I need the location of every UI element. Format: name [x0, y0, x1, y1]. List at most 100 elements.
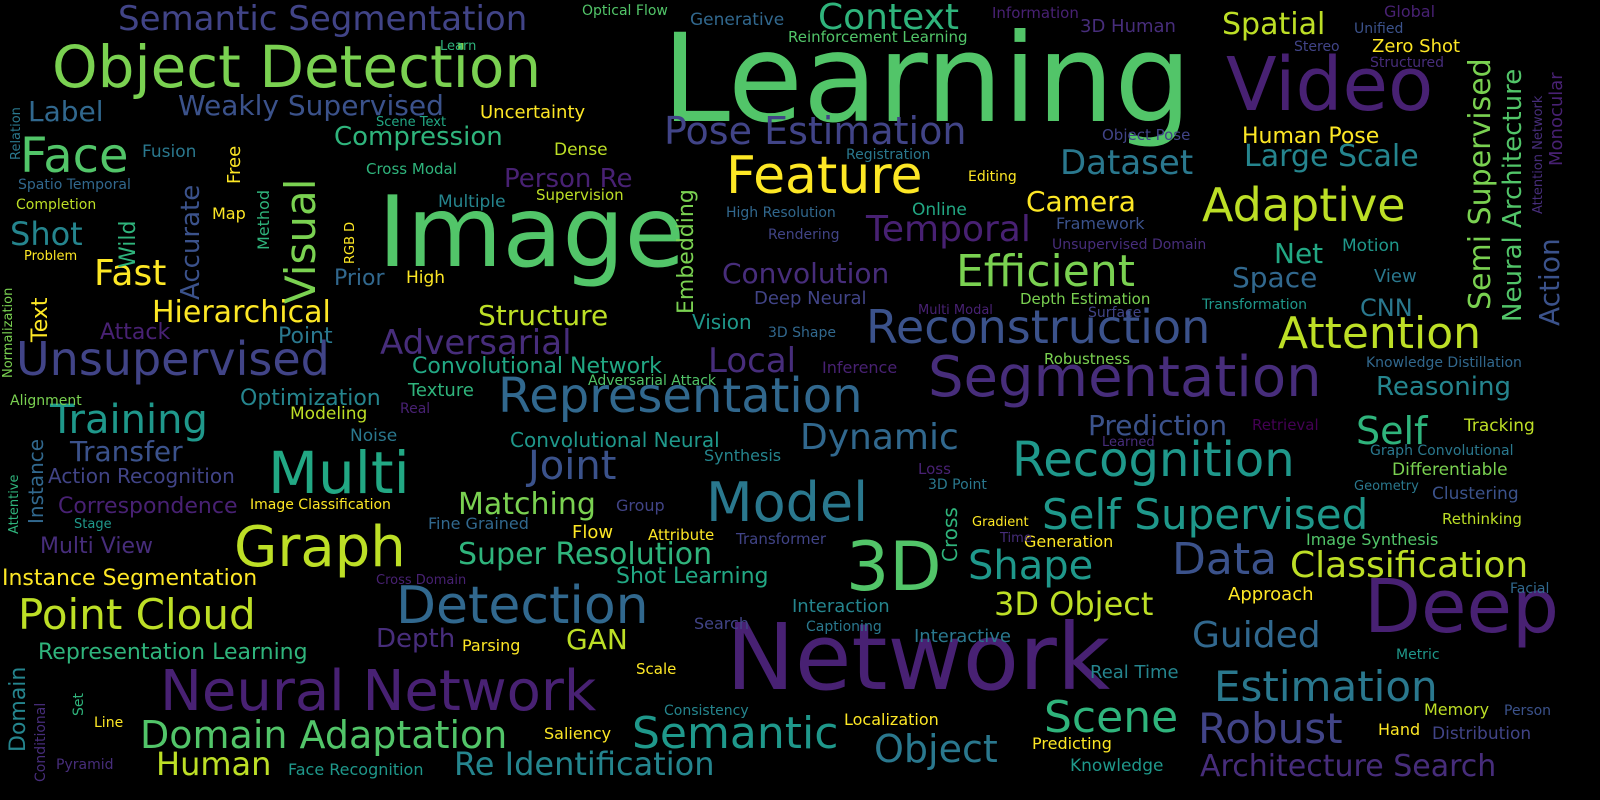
- word: High Resolution: [726, 205, 836, 221]
- word: Set: [71, 693, 87, 716]
- word: Convolutional Neural: [510, 428, 720, 452]
- word: Compression: [334, 122, 503, 152]
- word: Framework: [1056, 214, 1145, 233]
- word: Transformer: [736, 530, 827, 548]
- word: Classification: [1290, 545, 1529, 586]
- word: Unsupervised Domain: [1052, 237, 1207, 253]
- word: Shape: [968, 543, 1094, 589]
- word: 3D: [846, 528, 942, 607]
- word: Network: [726, 604, 1111, 711]
- word: Net: [1274, 237, 1324, 270]
- word: Learning: [662, 8, 1192, 150]
- word: Differentiable: [1392, 460, 1508, 480]
- word: CNN: [1360, 294, 1413, 322]
- word: Semantic Segmentation: [118, 0, 528, 39]
- word: Multi: [268, 439, 410, 507]
- word: Convolution: [722, 257, 890, 290]
- word: Line: [94, 715, 124, 731]
- word: Cross Domain: [376, 573, 467, 588]
- word: Adversarial: [380, 323, 572, 363]
- word: Fine Grained: [428, 514, 529, 533]
- word: Prior: [334, 266, 385, 291]
- word: Completion: [16, 197, 97, 213]
- word: Clustering: [1432, 484, 1519, 504]
- word: High: [406, 268, 446, 288]
- word: Group: [616, 496, 665, 515]
- word: Guided: [1192, 615, 1321, 656]
- word: Uncertainty: [480, 102, 586, 123]
- word: Registration: [846, 147, 931, 163]
- word: Depth: [376, 624, 456, 654]
- word: Face: [20, 128, 129, 184]
- word: Alignment: [10, 393, 82, 409]
- word: 3D Point: [928, 477, 987, 493]
- word: Approach: [1228, 584, 1314, 605]
- word: Face Recognition: [288, 760, 424, 779]
- word: GAN: [566, 623, 628, 656]
- word: Cross Modal: [366, 160, 457, 178]
- word: Relation: [9, 107, 24, 160]
- word: Instance: [24, 438, 48, 524]
- word: Self Supervised: [1042, 490, 1369, 539]
- word: Action: [1533, 238, 1566, 326]
- word: Knowledge: [1070, 756, 1164, 776]
- word: Point: [278, 324, 333, 349]
- word: Localization: [844, 710, 939, 729]
- word: Convolutional Network: [412, 354, 662, 379]
- word: Interactive: [914, 626, 1011, 647]
- word: Domain Adaptation: [140, 713, 508, 757]
- word: Matching: [458, 487, 596, 522]
- word: Fast: [94, 253, 167, 294]
- word: View: [1374, 266, 1417, 287]
- word: Spatial: [1222, 7, 1326, 42]
- word: Adaptive: [1202, 178, 1406, 232]
- word: Attentive: [7, 474, 22, 535]
- word: Cross: [938, 507, 962, 562]
- word: Semi Supervised: [1463, 58, 1498, 310]
- word: Segmentation: [928, 345, 1322, 410]
- word: Rethinking: [1442, 510, 1522, 528]
- word: Representation Learning: [38, 640, 308, 665]
- word: Tracking: [1464, 416, 1535, 436]
- word: Neural Network: [160, 659, 597, 724]
- word: Robustness: [1044, 350, 1131, 368]
- word: Instance Segmentation: [2, 566, 258, 591]
- word: Zero Shot: [1372, 36, 1461, 57]
- word: Training: [50, 397, 208, 443]
- word: Interaction: [792, 596, 890, 617]
- word: Object Pose: [1102, 126, 1191, 144]
- word: Embedding: [674, 189, 699, 314]
- word: 3D Object: [994, 585, 1154, 623]
- word: Inference: [822, 358, 898, 377]
- word: Accurate: [176, 184, 206, 300]
- word: Scale: [636, 660, 677, 678]
- word: Conditional: [33, 702, 49, 782]
- word: Global: [1384, 2, 1436, 21]
- word: Problem: [24, 249, 78, 264]
- word: Joint: [528, 443, 617, 489]
- word: Reinforcement Learning: [788, 28, 968, 46]
- word: Efficient: [956, 246, 1135, 297]
- word: Unsupervised: [16, 332, 330, 386]
- word: Context: [818, 0, 960, 38]
- word: Real: [400, 401, 431, 417]
- word: Object: [874, 727, 998, 771]
- word: Scene Text: [376, 115, 447, 130]
- word: Camera: [1026, 185, 1136, 218]
- word: Vision: [692, 310, 752, 334]
- word: Self: [1356, 409, 1428, 453]
- word: Image: [378, 176, 685, 290]
- word: Captioning: [806, 619, 882, 635]
- word: Surface: [1088, 305, 1142, 321]
- word: Image Classification: [250, 497, 391, 513]
- word: Stereo: [1294, 39, 1340, 55]
- word: Texture: [408, 380, 474, 401]
- word: Multi View: [40, 534, 153, 559]
- word: Action Recognition: [48, 464, 235, 488]
- word: Consistency: [664, 703, 749, 719]
- word: Shot: [10, 215, 83, 253]
- word: Memory: [1424, 700, 1490, 719]
- word: Feature: [726, 146, 923, 206]
- word: Online: [912, 200, 967, 220]
- word: Human: [156, 745, 272, 783]
